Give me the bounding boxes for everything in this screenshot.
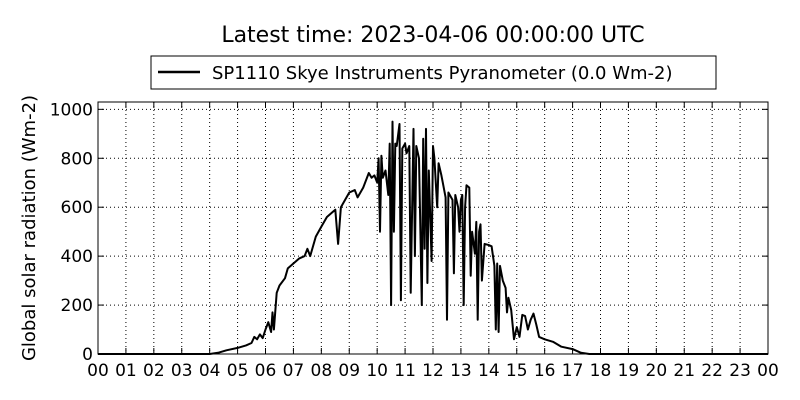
legend-box — [150, 55, 717, 90]
x-tick-label: 01 — [115, 361, 137, 381]
x-tick-label: 11 — [394, 361, 416, 381]
y-tick-label: 200 — [61, 296, 93, 316]
x-tick-label: 16 — [534, 361, 556, 381]
x-tick-label: 13 — [450, 361, 472, 381]
x-tick-label: 10 — [366, 361, 388, 381]
chart-title: Latest time: 2023-04-06 00:00:00 UTC — [221, 23, 644, 48]
x-tick-label: 18 — [590, 361, 612, 381]
x-tick-label: 00 — [87, 361, 109, 381]
x-tick-label: 09 — [338, 361, 360, 381]
y-tick-label: 1000 — [50, 100, 93, 120]
y-axis-label: Global solar radiation (Wm-2) — [19, 95, 40, 361]
x-tick-label: 19 — [618, 361, 640, 381]
plot-frame — [97, 101, 769, 355]
x-tick-label: 07 — [283, 361, 305, 381]
y-tick-label: 400 — [61, 247, 93, 267]
x-tick-label: 03 — [171, 361, 193, 381]
x-tick-label: 20 — [646, 361, 668, 381]
x-tick-label: 00 — [757, 361, 779, 381]
x-tick-label: 17 — [562, 361, 584, 381]
y-tick-label: 800 — [61, 149, 93, 169]
x-tick-label: 02 — [143, 361, 165, 381]
x-tick-label: 05 — [227, 361, 249, 381]
x-tick-label: 14 — [478, 361, 500, 381]
x-tick-label: 21 — [673, 361, 695, 381]
x-tick-label: 04 — [199, 361, 221, 381]
legend-label: SP1110 Skye Instruments Pyranometer (0.0… — [212, 63, 673, 84]
y-tick-label: 600 — [61, 198, 93, 218]
x-tick-label: 22 — [701, 361, 723, 381]
x-tick-label: 12 — [422, 361, 444, 381]
x-tick-label: 23 — [729, 361, 751, 381]
y-tick-label: 0 — [82, 345, 93, 365]
x-tick-label: 08 — [311, 361, 333, 381]
x-tick-label: 15 — [506, 361, 528, 381]
x-tick-label: 06 — [255, 361, 277, 381]
data-line — [98, 120, 768, 355]
